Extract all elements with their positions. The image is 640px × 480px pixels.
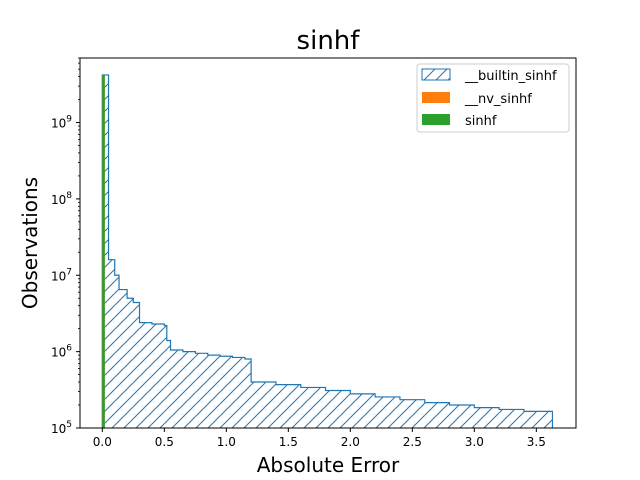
builtin-sinhf-bin	[424, 402, 450, 428]
builtin-sinhf-bin	[375, 396, 400, 428]
y-tick-label: 109	[51, 115, 72, 131]
x-tick-label: 0.0	[93, 435, 112, 449]
x-tick-label: 1.0	[217, 435, 236, 449]
builtin-sinhf-bin	[300, 387, 326, 428]
builtin-sinhf-bin	[275, 384, 301, 428]
x-axis: 0.0 0.5 1.0 1.5 2.0 2.5 3.0 3.5	[93, 428, 546, 449]
builtin-sinhf-bin	[133, 302, 140, 428]
y-tick-label: 105	[51, 420, 72, 436]
legend-label-nv-sinhf: __nv_sinhf	[464, 92, 532, 107]
builtin-sinhf-bin	[207, 355, 221, 428]
builtin-sinhf-bin	[449, 405, 475, 428]
builtin-sinhf-bin	[220, 356, 233, 428]
builtin-sinhf-outline	[101, 74, 554, 428]
y-axis: 105 106 107 108 109	[51, 57, 80, 436]
builtin-sinhf-bin	[195, 353, 208, 428]
sinhf-bar	[102, 74, 105, 428]
legend-frame	[416, 63, 570, 133]
builtin-sinhf-bin	[325, 390, 351, 428]
legend: __builtin_sinhf __nv_sinhf sinhf	[416, 63, 570, 133]
builtin-sinhf-bin	[114, 275, 120, 428]
y-tick-label: 106	[51, 344, 72, 360]
legend-swatch-builtin-sinhf	[421, 68, 451, 81]
legend-swatch-sinhf	[422, 114, 450, 125]
builtin-sinhf-bin	[164, 325, 167, 428]
x-tick-label: 2.0	[341, 435, 360, 449]
x-tick-label: 1.5	[279, 435, 298, 449]
x-tick-label: 2.5	[403, 435, 422, 449]
x-tick-label: 3.0	[465, 435, 484, 449]
builtin-sinhf-bin	[182, 351, 196, 428]
builtin-sinhf-bin	[139, 322, 152, 428]
builtin-sinhf-bin	[251, 382, 276, 428]
builtin-sinhf-bin	[108, 259, 115, 428]
legend-label-sinhf: sinhf	[465, 114, 497, 129]
plot-area	[101, 74, 554, 428]
plot-frame	[79, 57, 577, 429]
legend-swatch-nv-sinhf	[422, 92, 450, 103]
x-tick-label: 0.5	[155, 435, 174, 449]
builtin-sinhf-bin	[232, 357, 245, 428]
builtin-sinhf-bin	[244, 359, 252, 428]
builtin-sinhf-bin	[102, 74, 109, 428]
builtin-sinhf-bin	[350, 393, 376, 428]
builtin-sinhf-bin	[523, 411, 553, 428]
builtin-sinhf-bin	[399, 399, 425, 428]
y-tick-label: 107	[51, 267, 72, 283]
x-tick-label: 3.5	[527, 435, 546, 449]
builtin-sinhf-bin	[119, 289, 128, 428]
y-axis-label: Observations	[18, 177, 42, 309]
builtin-sinhf-bin	[474, 407, 500, 428]
builtin-sinhf-bin	[166, 340, 171, 428]
builtin-sinhf-bin	[127, 298, 134, 428]
x-axis-label: Absolute Error	[257, 453, 400, 477]
y-tick-label: 108	[51, 191, 72, 207]
builtin-sinhf-bin	[170, 350, 183, 428]
chart-title: sinhf	[297, 26, 361, 56]
builtin-sinhf-bin	[499, 409, 524, 428]
builtin-sinhf-bin	[151, 324, 165, 428]
legend-label-builtin-sinhf: __builtin_sinhf	[464, 69, 557, 84]
